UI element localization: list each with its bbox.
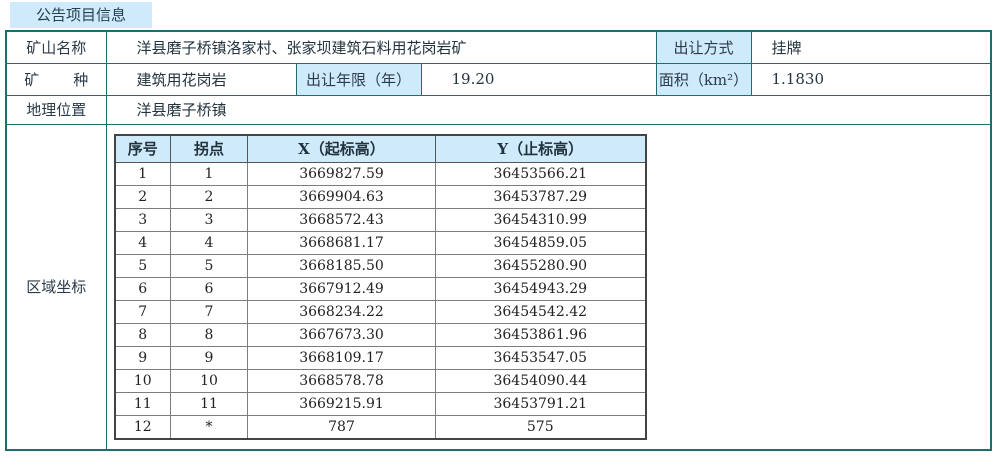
value-mine-name: 洋县磨子桥镇洛家村、张家坝建筑石料用花岗岩矿 (105, 30, 657, 64)
coordinate-cell: 3669827.59 (247, 162, 436, 186)
coordinate-cell: 7 (114, 300, 171, 324)
coordinate-cell: 3669904.63 (247, 185, 436, 209)
coordinate-cell: 2 (114, 185, 171, 209)
coordinates-header-row: 序号 拐点 X（起标高） Y（止标高） (114, 134, 646, 163)
coordinate-cell: 12 (114, 415, 171, 439)
coordinate-cell: 36455280.90 (435, 254, 646, 278)
col-header-corner-point: 拐点 (170, 134, 248, 163)
coordinate-cell: 5 (114, 254, 171, 278)
coordinate-cell: 36453566.21 (435, 162, 646, 186)
coordinate-cell: 10 (170, 369, 248, 393)
coordinate-cell: 36454943.29 (435, 277, 646, 301)
coordinate-cell: 3668681.17 (247, 231, 436, 255)
coordinate-row: 9 9 3668109.17 36453547.05 (114, 346, 646, 370)
value-mineral-type: 建筑用花岗岩 (105, 62, 297, 96)
label-mine-name: 矿山名称 (5, 30, 107, 64)
coordinate-cell: 1 (170, 162, 248, 186)
coordinate-cell: 575 (435, 415, 646, 439)
project-info-table: 矿山名称 洋县磨子桥镇洛家村、张家坝建筑石料用花岗岩矿 出让方式 挂牌 矿 种 … (5, 30, 992, 451)
value-area: 1.1830 (750, 62, 992, 96)
coordinate-cell: 5 (170, 254, 248, 278)
value-location: 洋县磨子桥镇 (105, 94, 992, 125)
coordinate-cell: 787 (247, 415, 436, 439)
coordinate-row: 3 3 3668572.43 36454310.99 (114, 208, 646, 232)
coordinate-row: 12 * 787 575 (114, 415, 646, 439)
coordinate-row: 5 5 3668185.50 36455280.90 (114, 254, 646, 278)
value-transfer-method: 挂牌 (750, 30, 992, 64)
coordinate-cell: 3668109.17 (247, 346, 436, 370)
coordinate-cell: 2 (170, 185, 248, 209)
coordinate-cell: 9 (114, 346, 171, 370)
col-header-y: Y（止标高） (435, 134, 646, 163)
coordinate-cell: 11 (170, 392, 248, 416)
coordinate-cell: 3669215.91 (247, 392, 436, 416)
coordinate-cell: 4 (114, 231, 171, 255)
coordinate-cell: 1 (114, 162, 171, 186)
coordinate-cell: 8 (114, 323, 171, 347)
coordinate-row: 11 11 3669215.91 36453791.21 (114, 392, 646, 416)
coordinate-row: 10 10 3668578.78 36454090.44 (114, 369, 646, 393)
coordinates-table: 序号 拐点 X（起标高） Y（止标高） 1 1 3669827.59 36453566… (113, 133, 647, 440)
coordinate-row: 1 1 3669827.59 36453566.21 (114, 162, 646, 186)
label-area: 面积（km²） (655, 62, 752, 96)
coordinate-cell: 6 (170, 277, 248, 301)
label-region-coordinates: 区域坐标 (5, 123, 107, 450)
label-mineral-type: 矿 种 (5, 62, 107, 96)
coordinate-cell: 3667673.30 (247, 323, 436, 347)
coordinates-cell: 序号 拐点 X（起标高） Y（止标高） 1 1 3669827.59 36453566… (105, 123, 992, 450)
coordinate-cell: 9 (170, 346, 248, 370)
coordinate-row: 4 4 3668681.17 36454859.05 (114, 231, 646, 255)
coordinate-row: 8 8 3667673.30 36453861.96 (114, 323, 646, 347)
col-header-x: X（起标高） (247, 134, 436, 163)
tab-announcement-project-info[interactable]: 公告项目信息 (10, 2, 152, 28)
label-transfer-method: 出让方式 (655, 30, 752, 64)
coordinate-cell: 36454542.42 (435, 300, 646, 324)
coordinate-cell: 36453547.05 (435, 346, 646, 370)
coordinate-cell: 11 (114, 392, 171, 416)
coordinate-cell: 3668185.50 (247, 254, 436, 278)
coordinate-row: 7 7 3668234.22 36454542.42 (114, 300, 646, 324)
label-transfer-years: 出让年限（年） (295, 62, 422, 96)
coordinate-cell: 3668572.43 (247, 208, 436, 232)
col-header-seq: 序号 (114, 134, 171, 163)
coordinate-row: 2 2 3669904.63 36453787.29 (114, 185, 646, 209)
coordinate-cell: 10 (114, 369, 171, 393)
coordinate-cell: 3 (170, 208, 248, 232)
coordinate-cell: 6 (114, 277, 171, 301)
coordinate-cell: 3668234.22 (247, 300, 436, 324)
label-mineral-type-char1: 矿 (24, 70, 40, 89)
coordinate-cell: 36453861.96 (435, 323, 646, 347)
coordinate-cell: 36454310.99 (435, 208, 646, 232)
coordinate-cell: 8 (170, 323, 248, 347)
coordinate-cell: 36453791.21 (435, 392, 646, 416)
coordinate-cell: 36454090.44 (435, 369, 646, 393)
coordinate-cell: 3668578.78 (247, 369, 436, 393)
coordinate-cell: 3 (114, 208, 171, 232)
label-mineral-type-char2: 种 (73, 70, 89, 89)
coordinate-cell: 3667912.49 (247, 277, 436, 301)
label-location: 地理位置 (5, 94, 107, 125)
coordinate-cell: * (170, 415, 248, 439)
value-transfer-years: 19.20 (420, 62, 657, 96)
coordinate-cell: 4 (170, 231, 248, 255)
coordinate-cell: 36454859.05 (435, 231, 646, 255)
coordinate-cell: 7 (170, 300, 248, 324)
coordinate-row: 6 6 3667912.49 36454943.29 (114, 277, 646, 301)
coordinate-cell: 36453787.29 (435, 185, 646, 209)
